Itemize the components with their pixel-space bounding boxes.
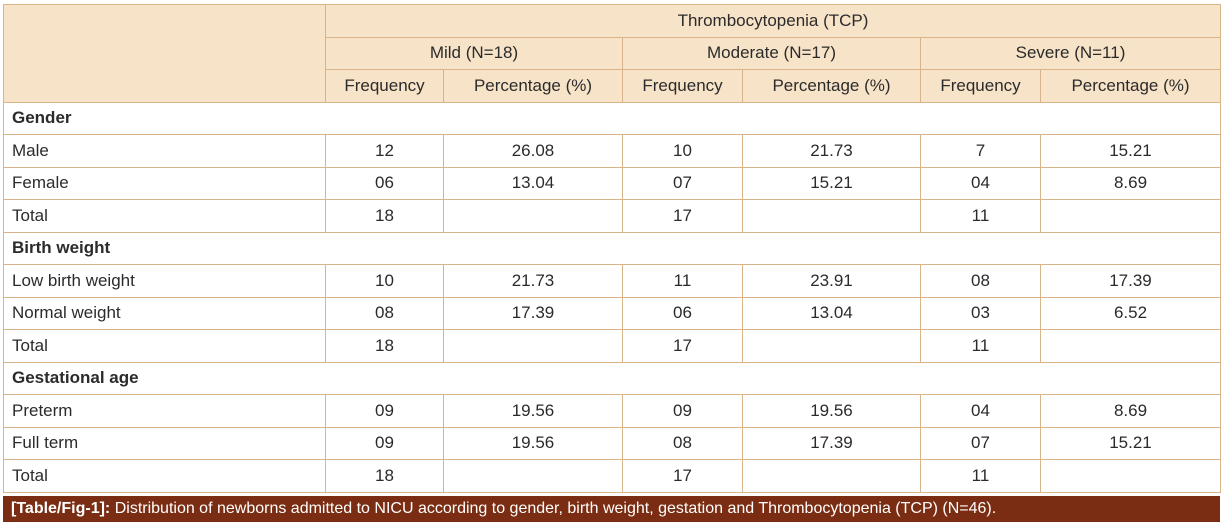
section-row: Gender bbox=[3, 101, 1221, 135]
row-label: Preterm bbox=[3, 394, 326, 428]
header-row-sub: Frequency Percentage (%) Frequency Perce… bbox=[4, 69, 1221, 103]
percentage-cell: 8.69 bbox=[1040, 394, 1221, 428]
percentage-cell bbox=[1040, 199, 1221, 233]
frequency-cell: 04 bbox=[920, 394, 1041, 428]
tcp-distribution-table: Thrombocytopenia (TCP) Mild (N=18) Moder… bbox=[3, 4, 1221, 493]
frequency-cell: 17 bbox=[622, 459, 743, 493]
severity-header-moderate: Moderate (N=17) bbox=[622, 36, 921, 70]
sub-header: Frequency bbox=[325, 69, 444, 103]
percentage-cell: 13.04 bbox=[443, 166, 623, 200]
frequency-cell: 18 bbox=[325, 329, 444, 363]
row-label: Normal weight bbox=[3, 296, 326, 330]
percentage-cell bbox=[1040, 329, 1221, 363]
caption-text: Distribution of newborns admitted to NIC… bbox=[114, 500, 997, 517]
percentage-cell bbox=[1040, 459, 1221, 493]
percentage-cell: 17.39 bbox=[443, 296, 623, 330]
frequency-cell: 11 bbox=[622, 264, 743, 298]
row-label: Total bbox=[3, 199, 326, 233]
frequency-cell: 06 bbox=[325, 166, 444, 200]
percentage-cell: 21.73 bbox=[742, 134, 921, 168]
header-row-group: Thrombocytopenia (TCP) bbox=[3, 4, 1221, 103]
sub-header: Percentage (%) bbox=[1040, 69, 1221, 103]
frequency-cell: 09 bbox=[622, 394, 743, 428]
row-label: Low birth weight bbox=[3, 264, 326, 298]
frequency-cell: 06 bbox=[622, 296, 743, 330]
percentage-cell bbox=[742, 329, 921, 363]
row-label: Total bbox=[3, 329, 326, 363]
section-row: Birth weight bbox=[3, 231, 1221, 265]
table-row: Total 18 17 11 bbox=[3, 459, 1221, 493]
percentage-cell bbox=[443, 459, 623, 493]
percentage-cell: 8.69 bbox=[1040, 166, 1221, 200]
figure-caption: [Table/Fig-1]: Distribution of newborns … bbox=[3, 496, 1220, 522]
percentage-cell: 19.56 bbox=[443, 394, 623, 428]
header-row-severity: Mild (N=18) Moderate (N=17) Severe (N=11… bbox=[4, 36, 1221, 70]
percentage-cell: 19.56 bbox=[443, 426, 623, 460]
frequency-cell: 7 bbox=[920, 134, 1041, 168]
severity-header-severe: Severe (N=11) bbox=[920, 36, 1221, 70]
percentage-cell: 13.04 bbox=[742, 296, 921, 330]
frequency-cell: 18 bbox=[325, 459, 444, 493]
frequency-cell: 08 bbox=[920, 264, 1041, 298]
percentage-cell: 15.21 bbox=[742, 166, 921, 200]
section-title: Gender bbox=[3, 101, 1221, 135]
percentage-cell bbox=[742, 459, 921, 493]
percentage-cell: 15.21 bbox=[1040, 426, 1221, 460]
percentage-cell: 15.21 bbox=[1040, 134, 1221, 168]
table-row: Full term 09 19.56 08 17.39 07 15.21 bbox=[3, 426, 1221, 460]
percentage-cell: 19.56 bbox=[742, 394, 921, 428]
frequency-cell: 17 bbox=[622, 199, 743, 233]
sub-header: Frequency bbox=[622, 69, 743, 103]
percentage-cell bbox=[443, 329, 623, 363]
frequency-cell: 08 bbox=[325, 296, 444, 330]
severity-header-mild: Mild (N=18) bbox=[325, 36, 623, 70]
frequency-cell: 08 bbox=[622, 426, 743, 460]
frequency-cell: 09 bbox=[325, 426, 444, 460]
header-corner-cell bbox=[3, 4, 326, 103]
frequency-cell: 03 bbox=[920, 296, 1041, 330]
caption-tag: [Table/Fig-1]: bbox=[11, 500, 111, 517]
table-row: Female 06 13.04 07 15.21 04 8.69 bbox=[3, 166, 1221, 200]
percentage-cell: 6.52 bbox=[1040, 296, 1221, 330]
frequency-cell: 11 bbox=[920, 459, 1041, 493]
group-header: Thrombocytopenia (TCP) bbox=[325, 4, 1221, 38]
section-row: Gestational age bbox=[3, 361, 1221, 395]
sub-header: Frequency bbox=[920, 69, 1041, 103]
table-row: Total 18 17 11 bbox=[3, 199, 1221, 233]
frequency-cell: 10 bbox=[622, 134, 743, 168]
row-label: Female bbox=[3, 166, 326, 200]
table-row: Low birth weight 10 21.73 11 23.91 08 17.39 bbox=[3, 264, 1221, 298]
frequency-cell: 07 bbox=[920, 426, 1041, 460]
percentage-cell bbox=[742, 199, 921, 233]
percentage-cell: 26.08 bbox=[443, 134, 623, 168]
frequency-cell: 10 bbox=[325, 264, 444, 298]
row-label: Full term bbox=[3, 426, 326, 460]
frequency-cell: 07 bbox=[622, 166, 743, 200]
row-label: Male bbox=[3, 134, 326, 168]
frequency-cell: 18 bbox=[325, 199, 444, 233]
frequency-cell: 04 bbox=[920, 166, 1041, 200]
row-label: Total bbox=[3, 459, 326, 493]
percentage-cell: 17.39 bbox=[742, 426, 921, 460]
sub-header: Percentage (%) bbox=[443, 69, 623, 103]
frequency-cell: 11 bbox=[920, 199, 1041, 233]
table-row: Male 12 26.08 10 21.73 7 15.21 bbox=[3, 134, 1221, 168]
frequency-cell: 09 bbox=[325, 394, 444, 428]
frequency-cell: 17 bbox=[622, 329, 743, 363]
frequency-cell: 11 bbox=[920, 329, 1041, 363]
section-title: Birth weight bbox=[3, 231, 1221, 265]
section-title: Gestational age bbox=[3, 361, 1221, 395]
percentage-cell bbox=[443, 199, 623, 233]
percentage-cell: 23.91 bbox=[742, 264, 921, 298]
sub-header: Percentage (%) bbox=[742, 69, 921, 103]
table-row: Preterm 09 19.56 09 19.56 04 8.69 bbox=[3, 394, 1221, 428]
table-body: Gender Male 12 26.08 10 21.73 7 15.21 Female 06 13… bbox=[3, 101, 1221, 493]
percentage-cell: 21.73 bbox=[443, 264, 623, 298]
frequency-cell: 12 bbox=[325, 134, 444, 168]
table-row: Normal weight 08 17.39 06 13.04 03 6.52 bbox=[3, 296, 1221, 330]
table-row: Total 18 17 11 bbox=[3, 329, 1221, 363]
percentage-cell: 17.39 bbox=[1040, 264, 1221, 298]
